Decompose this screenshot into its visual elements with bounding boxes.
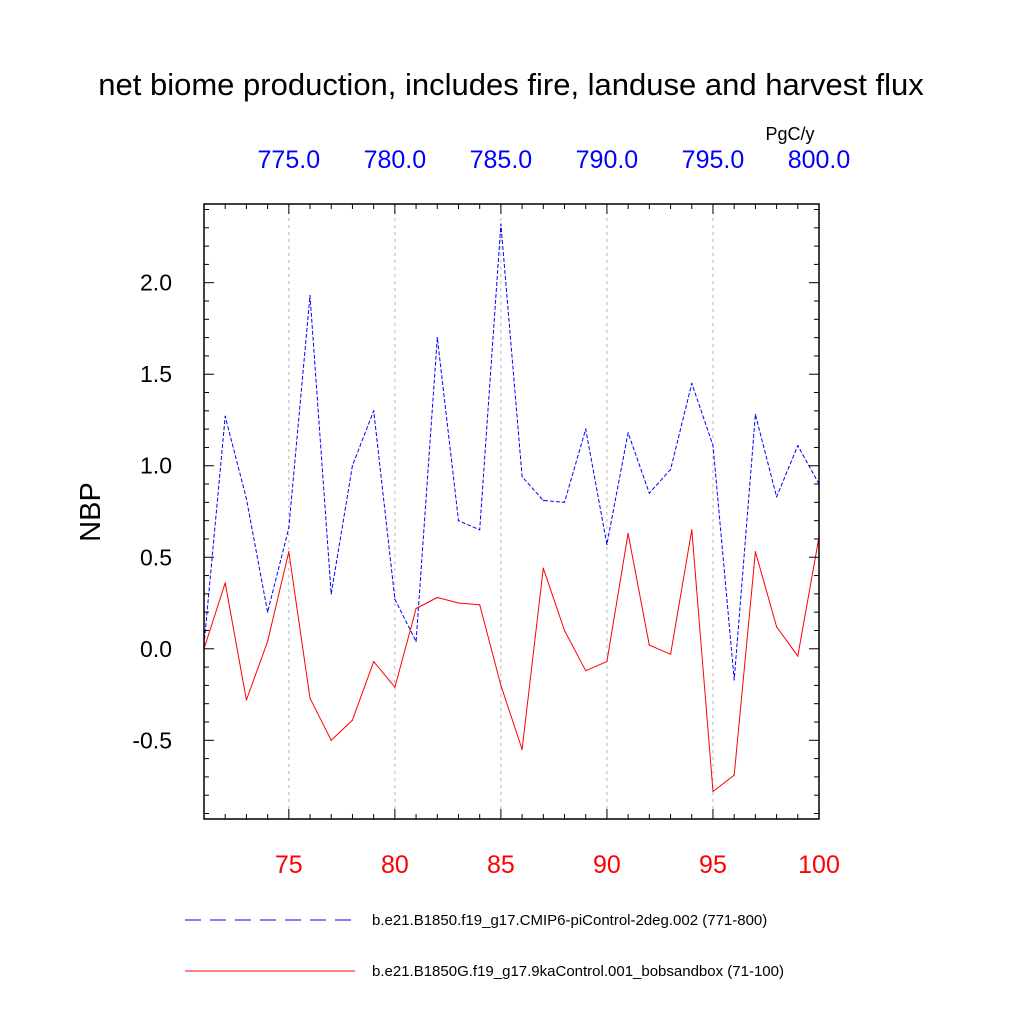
point-cmip6-796: [733, 679, 735, 681]
legend: b.e21.B1850.f19_g17.CMIP6-piControl-2deg…: [185, 912, 784, 980]
series-line-9ka-control: [203, 529, 820, 792]
point-cmip6-784: [479, 529, 481, 531]
point-9ka-82: [436, 596, 438, 599]
point-9ka-85: [500, 684, 502, 686]
point-9ka-76: [309, 697, 311, 699]
point-9ka-80: [394, 686, 396, 688]
ytick-label--0.5: -0.5: [132, 727, 172, 753]
point-cmip6-789: [585, 428, 587, 430]
plot-frame: [203, 203, 820, 820]
point-9ka-89: [585, 670, 587, 672]
point-9ka-90: [606, 660, 608, 663]
legend-entry-cmip6-picontrol: b.e21.B1850.f19_g17.CMIP6-piControl-2deg…: [372, 912, 767, 929]
xtick-label-bottom-95: 95: [699, 851, 727, 879]
point-cmip6-776: [309, 294, 311, 297]
units-label: PgC/y: [765, 124, 814, 144]
point-9ka-95: [712, 790, 714, 793]
point-9ka-79: [373, 660, 375, 663]
xtick-label-bottom-100: 100: [798, 851, 840, 879]
xtick-label-bottom-85: 85: [487, 851, 515, 879]
point-cmip6-783: [457, 520, 460, 522]
point-cmip6-794: [691, 382, 693, 384]
point-9ka-93: [669, 653, 672, 655]
ytick-label-0.5: 0.5: [140, 544, 172, 570]
point-9ka-92: [648, 644, 650, 646]
series-line-cmip6-picontrol: [203, 223, 820, 681]
point-9ka-78: [351, 719, 354, 721]
point-9ka-72: [224, 582, 226, 584]
point-9ka-91: [627, 532, 629, 535]
point-cmip6-782: [436, 337, 438, 339]
point-9ka-97: [754, 551, 756, 553]
point-cmip6-772: [224, 415, 226, 417]
point-9ka-86: [521, 748, 523, 751]
point-cmip6-780: [394, 598, 396, 600]
xtick-label-bottom-90: 90: [593, 851, 621, 879]
point-9ka-94: [691, 529, 693, 531]
point-cmip6-797: [754, 413, 756, 416]
point-cmip6-775: [288, 527, 290, 529]
point-9ka-75: [288, 551, 290, 553]
point-9ka-96: [733, 774, 735, 776]
point-cmip6-795: [712, 445, 714, 447]
point-cmip6-799: [797, 445, 799, 447]
xtick-label-top-790: 790.0: [576, 146, 639, 174]
ytick-label-2.0: 2.0: [140, 270, 172, 296]
point-cmip6-790: [606, 543, 608, 546]
axis-ticks: [203, 204, 820, 819]
point-cmip6-792: [648, 492, 650, 494]
point-cmip6-777: [330, 593, 332, 595]
point-cmip6-781: [415, 640, 417, 643]
point-cmip6-779: [373, 410, 375, 412]
xtick-label-bottom-75: 75: [275, 851, 303, 879]
point-9ka-77: [330, 739, 332, 741]
point-cmip6-798: [775, 496, 778, 498]
xtick-label-top-795: 795.0: [682, 146, 745, 174]
point-cmip6-786: [521, 476, 523, 478]
point-cmip6-785: [500, 223, 502, 225]
xtick-label-top-780: 780.0: [364, 146, 427, 174]
ytick-label-1.0: 1.0: [140, 453, 172, 479]
y-axis-label: NBP: [75, 482, 107, 542]
ytick-label-1.5: 1.5: [140, 361, 172, 387]
point-9ka-74: [267, 640, 269, 643]
point-9ka-99: [797, 655, 799, 657]
point-9ka-87: [542, 567, 544, 569]
gridlines: [288, 204, 714, 819]
legend-entry-9ka-control: b.e21.B1850G.f19_g17.9kaControl.001_bobs…: [372, 963, 784, 980]
point-cmip6-778: [351, 465, 354, 467]
point-cmip6-774: [267, 611, 269, 613]
point-cmip6-793: [669, 468, 672, 471]
point-cmip6-788: [563, 501, 566, 503]
point-9ka-73: [245, 699, 248, 701]
ytick-label-0.0: 0.0: [140, 636, 172, 662]
point-cmip6-787: [542, 499, 544, 502]
xtick-label-top-775: 775.0: [258, 146, 321, 174]
xtick-label-bottom-80: 80: [381, 851, 409, 879]
xtick-label-top-785: 785.0: [470, 146, 533, 174]
point-9ka-88: [563, 629, 566, 632]
xtick-label-top-800: 800.0: [788, 146, 851, 174]
point-cmip6-773: [245, 498, 248, 500]
point-9ka-84: [479, 604, 481, 606]
point-9ka-98: [775, 626, 778, 628]
point-9ka-81: [415, 607, 417, 610]
chart-title: net biome production, includes fire, lan…: [98, 67, 924, 102]
point-9ka-83: [457, 602, 460, 604]
point-cmip6-791: [627, 432, 629, 434]
axis-tick-labels: -0.5 0.0 0.5 1.0 1.5 2.0 75 80 85 90 95 100 775.0 780…: [132, 146, 850, 879]
series-layer: [203, 223, 820, 793]
